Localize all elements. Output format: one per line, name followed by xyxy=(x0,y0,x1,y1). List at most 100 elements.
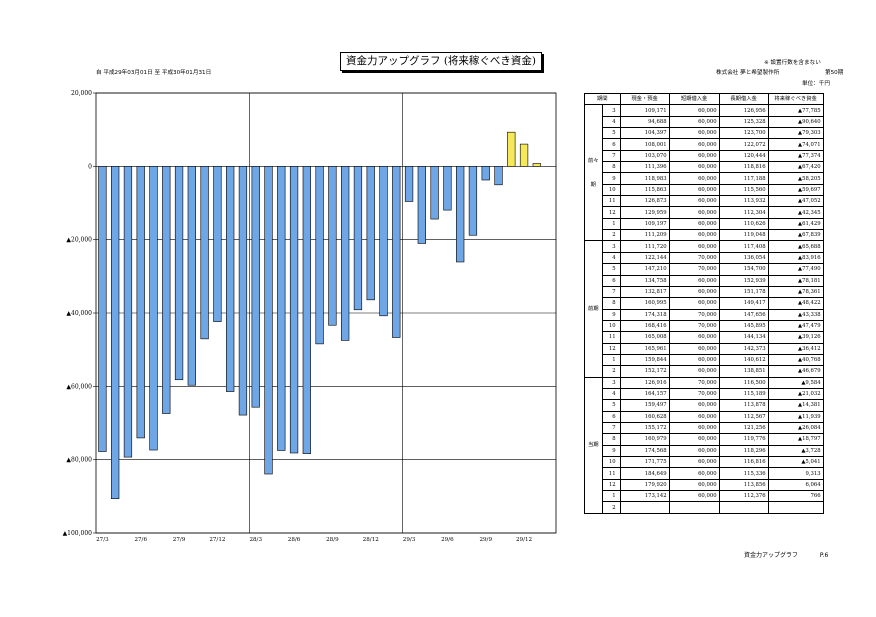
table-cell: 70,000 xyxy=(668,251,720,265)
table-cell: ▲61,429 xyxy=(767,217,824,231)
table-cell: 70,000 xyxy=(668,376,720,389)
table-cell: 116,816 xyxy=(718,455,769,469)
table-cell: 136,054 xyxy=(718,251,769,265)
table-cell: 113,878 xyxy=(718,399,769,412)
table-cell: 111,720 xyxy=(619,240,670,253)
table-row: 6 134,758 60,000 152,939 ▲78,181 xyxy=(585,274,824,287)
bar xyxy=(507,131,516,167)
table-cell: ▲78,181 xyxy=(767,274,824,287)
bar xyxy=(481,166,490,181)
month-cell: 10 xyxy=(601,455,621,469)
table-cell: 126,873 xyxy=(619,195,670,208)
table-cell: 104,397 xyxy=(619,127,670,140)
table-row: 11 184,649 60,000 115,336 9,313 xyxy=(585,467,824,480)
table-cell xyxy=(668,501,720,514)
table-cell: 110,626 xyxy=(718,217,769,231)
month-cell: 11 xyxy=(601,195,621,208)
bar xyxy=(392,166,401,338)
bar xyxy=(456,166,465,263)
table-row: 前期 3 111,720 60,000 117,408 ▲65,688 xyxy=(584,240,824,378)
month-cell: 6 xyxy=(601,138,621,151)
month-cell: 1 xyxy=(601,353,621,367)
bar xyxy=(341,166,350,341)
table-cell: 60,000 xyxy=(668,467,720,480)
table-cell: 179,920 xyxy=(619,478,670,492)
table-cell: 60,000 xyxy=(668,478,720,492)
table-cell: ▲58,205 xyxy=(767,172,824,185)
y-tick-label: 0 xyxy=(88,163,92,170)
month-cell: 1 xyxy=(601,490,621,503)
table-cell: 165,961 xyxy=(619,342,670,355)
table-cell: 113,932 xyxy=(718,195,769,208)
month-cell: 9 xyxy=(601,444,621,458)
month-cell: 2 xyxy=(601,229,621,242)
month-cell: 4 xyxy=(601,387,621,401)
table-cell: 118,816 xyxy=(718,161,769,174)
bar xyxy=(494,166,503,186)
table-row: 9 174,318 70,000 147,656 ▲43,338 xyxy=(585,308,824,321)
bar xyxy=(289,166,299,454)
table-cell: 117,408 xyxy=(718,240,769,253)
bar xyxy=(353,166,363,311)
page-number: P.6 xyxy=(819,552,829,559)
column-header: 将来稼ぐべき資金 xyxy=(767,92,824,106)
table-cell: 103,070 xyxy=(619,149,670,163)
table-cell: 121,256 xyxy=(718,421,769,435)
table-cell: 60,000 xyxy=(668,433,720,446)
table-row: 12 129,959 60,000 112,304 ▲42,345 xyxy=(585,206,824,219)
table-cell: 60,000 xyxy=(668,195,720,208)
table-cell: 120,444 xyxy=(718,149,769,163)
table-cell: 9,313 xyxy=(767,467,824,480)
table-cell: 60,000 xyxy=(668,490,720,503)
table-cell: ▲67,420 xyxy=(767,161,824,174)
table-cell: ▲36,412 xyxy=(767,342,824,355)
table-row: 10 168,416 70,000 145,895 ▲47,479 xyxy=(585,319,824,333)
table-cell: 766 xyxy=(767,490,824,503)
month-cell: 8 xyxy=(601,433,621,446)
table-cell: 115,560 xyxy=(718,183,769,197)
month-cell: 12 xyxy=(601,478,621,492)
table-cell: 112,376 xyxy=(718,490,769,503)
table-cell: ▲77,374 xyxy=(767,149,824,163)
table-cell: 160,979 xyxy=(619,433,670,446)
table-cell: ▲78,361 xyxy=(767,285,824,299)
month-cell: 9 xyxy=(601,308,621,321)
table-cell: 60,000 xyxy=(668,285,720,299)
table-cell: 112,304 xyxy=(718,206,769,219)
bar xyxy=(430,166,439,220)
table-row: 10 115,863 60,000 115,560 ▲59,697 xyxy=(585,183,824,197)
table-cell: 60,000 xyxy=(668,274,720,287)
table-cell: 122,072 xyxy=(718,138,769,151)
table-cell: 164,157 xyxy=(619,387,670,401)
table-cell: 123,700 xyxy=(718,127,769,140)
month-cell: 7 xyxy=(601,421,621,435)
bar xyxy=(328,166,337,326)
x-tick-label: 28/6 xyxy=(288,537,301,543)
bar xyxy=(366,166,375,301)
table-row: 8 160,979 60,000 119,776 ▲18,797 xyxy=(585,433,824,446)
x-tick-label: 29/9 xyxy=(479,537,492,543)
table-cell: 154,700 xyxy=(718,263,769,276)
table-cell: 60,000 xyxy=(668,331,720,344)
unit-label: 単位：千円 xyxy=(802,81,830,87)
month-cell: 11 xyxy=(601,467,621,480)
bar xyxy=(111,166,120,499)
bar xyxy=(443,166,452,211)
table-cell: 159,844 xyxy=(619,353,670,367)
table-cell: 60,000 xyxy=(668,183,720,197)
month-cell: 9 xyxy=(601,172,621,185)
month-cell: 8 xyxy=(601,297,621,310)
table-cell: 129,959 xyxy=(619,206,670,219)
month-cell: 12 xyxy=(601,206,621,219)
table-cell: 171,775 xyxy=(619,455,670,469)
table-cell: 60,000 xyxy=(668,342,720,355)
table-cell: 115,336 xyxy=(718,467,769,480)
table-cell: 70,000 xyxy=(668,263,720,276)
company-name: 株式会社 夢と希望製作所 xyxy=(716,70,780,76)
bar xyxy=(238,166,248,416)
table-cell: 147,656 xyxy=(718,308,769,321)
month-cell: 7 xyxy=(601,285,621,299)
table-cell xyxy=(619,501,670,514)
bar xyxy=(213,166,222,322)
y-tick-label: ▲60,000 xyxy=(66,383,92,390)
